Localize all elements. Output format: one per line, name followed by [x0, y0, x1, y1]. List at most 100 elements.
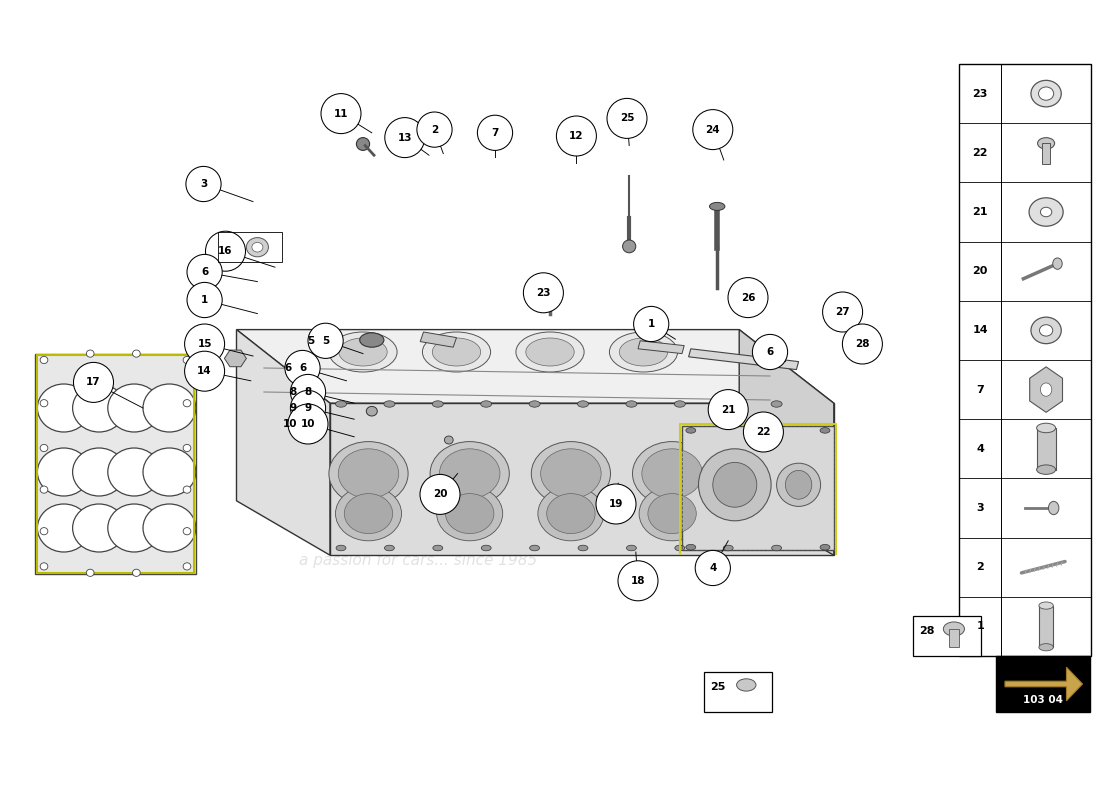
Ellipse shape: [143, 504, 196, 552]
Text: 103 04: 103 04: [1023, 694, 1063, 705]
Ellipse shape: [619, 338, 668, 366]
Circle shape: [557, 116, 596, 156]
Ellipse shape: [698, 449, 771, 521]
Text: 6: 6: [299, 363, 306, 373]
Circle shape: [185, 324, 224, 364]
Ellipse shape: [422, 332, 491, 372]
Ellipse shape: [1048, 502, 1059, 514]
Ellipse shape: [344, 494, 393, 534]
Text: 22: 22: [972, 148, 988, 158]
Ellipse shape: [481, 401, 492, 407]
Ellipse shape: [430, 442, 509, 506]
Text: 9: 9: [290, 403, 297, 413]
Ellipse shape: [87, 570, 95, 576]
Text: 17: 17: [86, 378, 101, 387]
Ellipse shape: [432, 338, 481, 366]
Polygon shape: [420, 332, 456, 347]
Ellipse shape: [1036, 423, 1056, 433]
Circle shape: [708, 390, 748, 430]
Text: 23: 23: [536, 288, 551, 298]
Text: a passion for cars... since 1985: a passion for cars... since 1985: [299, 553, 537, 567]
Circle shape: [288, 404, 328, 444]
Text: 20: 20: [972, 266, 988, 276]
Circle shape: [477, 115, 513, 150]
Ellipse shape: [777, 463, 821, 506]
Ellipse shape: [108, 448, 161, 496]
Bar: [218, 232, 282, 262]
Text: 26: 26: [740, 293, 756, 302]
Ellipse shape: [432, 401, 443, 407]
Ellipse shape: [529, 401, 540, 407]
Ellipse shape: [108, 384, 161, 432]
Circle shape: [752, 334, 788, 370]
Text: 4: 4: [710, 563, 716, 573]
Ellipse shape: [541, 449, 602, 498]
Polygon shape: [236, 330, 330, 555]
Ellipse shape: [723, 546, 734, 550]
Circle shape: [74, 362, 113, 402]
Polygon shape: [1030, 367, 1063, 412]
Ellipse shape: [37, 448, 90, 496]
Text: 28: 28: [855, 339, 870, 349]
Circle shape: [308, 323, 343, 358]
Circle shape: [417, 112, 452, 147]
Polygon shape: [682, 426, 834, 550]
Ellipse shape: [41, 528, 48, 534]
Circle shape: [728, 278, 768, 318]
Ellipse shape: [437, 486, 503, 541]
Ellipse shape: [366, 406, 377, 416]
Bar: [682, 426, 834, 550]
Ellipse shape: [723, 401, 734, 407]
Text: 27: 27: [835, 307, 850, 317]
Ellipse shape: [1040, 325, 1053, 336]
Bar: [704, 672, 772, 712]
Ellipse shape: [713, 462, 757, 507]
Circle shape: [385, 118, 425, 158]
Text: 5: 5: [307, 336, 315, 346]
Text: 25: 25: [711, 682, 726, 691]
Ellipse shape: [336, 486, 402, 541]
Ellipse shape: [1037, 138, 1055, 149]
Ellipse shape: [41, 444, 48, 451]
Text: 22: 22: [756, 427, 771, 437]
Text: eurocoses: eurocoses: [244, 410, 680, 486]
Text: 20: 20: [432, 490, 448, 499]
Circle shape: [285, 350, 320, 386]
Ellipse shape: [433, 546, 442, 550]
Ellipse shape: [329, 332, 397, 372]
Ellipse shape: [336, 401, 346, 407]
Text: 16: 16: [218, 246, 233, 256]
Bar: [1038, 606, 1054, 647]
Text: 6: 6: [284, 363, 292, 373]
Ellipse shape: [547, 494, 595, 534]
Bar: [948, 629, 959, 646]
Circle shape: [185, 351, 224, 391]
Text: 13: 13: [397, 133, 412, 142]
Ellipse shape: [821, 544, 830, 550]
Ellipse shape: [1036, 465, 1056, 474]
Ellipse shape: [632, 442, 712, 506]
Ellipse shape: [41, 356, 48, 363]
Circle shape: [618, 561, 658, 601]
Ellipse shape: [1030, 198, 1063, 226]
Circle shape: [524, 273, 563, 313]
Ellipse shape: [184, 563, 191, 570]
Ellipse shape: [579, 546, 588, 550]
Ellipse shape: [1038, 602, 1054, 609]
Ellipse shape: [530, 546, 540, 550]
Ellipse shape: [1031, 80, 1062, 107]
Circle shape: [321, 94, 361, 134]
Ellipse shape: [674, 401, 685, 407]
Ellipse shape: [771, 401, 782, 407]
Ellipse shape: [1041, 383, 1052, 396]
Ellipse shape: [626, 401, 637, 407]
Text: 2: 2: [431, 125, 438, 134]
Ellipse shape: [360, 333, 384, 347]
Text: 7: 7: [492, 128, 498, 138]
Text: 21: 21: [720, 405, 736, 414]
Ellipse shape: [37, 384, 90, 432]
Ellipse shape: [1041, 207, 1052, 217]
Ellipse shape: [641, 449, 703, 498]
Ellipse shape: [184, 399, 191, 406]
Ellipse shape: [1031, 317, 1062, 344]
